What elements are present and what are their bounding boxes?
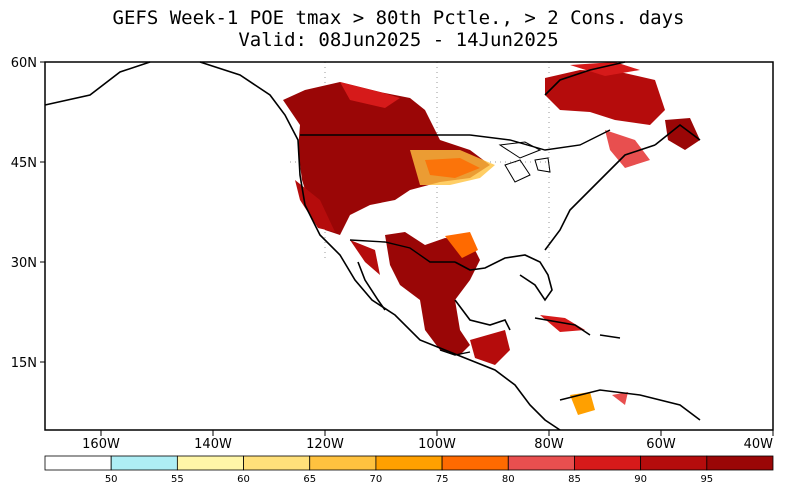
colorbar-swatch	[110, 455, 178, 471]
colorbar-swatch	[44, 455, 112, 471]
lon-label-40w: 40W	[744, 437, 774, 452]
lon-label-60w: 60W	[646, 437, 676, 452]
coastlines	[44, 61, 701, 431]
colorbar-swatch	[441, 455, 509, 471]
colorbar-swatch	[706, 455, 774, 471]
map-title-line2: Valid: 08Jun2025 - 14Jun2025	[238, 29, 559, 51]
colorbar-swatch	[176, 455, 244, 471]
colorbar-label: 50	[105, 474, 118, 485]
colorbar-swatch	[375, 455, 443, 471]
colorbar: 50 55 60 65 70 75 80 85 90 95	[44, 455, 774, 485]
colorbar-swatch	[507, 455, 575, 471]
colorbar-swatch	[243, 455, 311, 471]
colorbar-label: 60	[237, 474, 250, 485]
great-lakes	[498, 141, 551, 183]
colorbar-label: 80	[502, 474, 515, 485]
lon-label-140w: 140W	[194, 437, 232, 452]
colorbar-label: 85	[568, 474, 581, 485]
colorbar-label: 65	[303, 474, 316, 485]
colorbar-label: 75	[436, 474, 449, 485]
lon-label-100w: 100W	[418, 437, 456, 452]
colorbar-label: 55	[171, 474, 184, 485]
country-borders	[300, 129, 611, 356]
colorbar-swatch	[640, 455, 708, 471]
colorbar-label: 95	[700, 474, 713, 485]
map-ticks	[40, 61, 774, 436]
heat-region-west	[283, 82, 495, 235]
colorbar-swatch	[309, 455, 377, 471]
map-title-line1: GEFS Week-1 POE tmax > 80th Pctle., > 2 …	[112, 7, 685, 29]
lon-labels: 160W 140W 120W 100W 80W 60W 40W	[82, 437, 773, 452]
lat-label-30n: 30N	[11, 256, 37, 271]
colorbar-swatch	[574, 455, 642, 471]
colorbar-label: 90	[634, 474, 647, 485]
lon-label-120w: 120W	[306, 437, 344, 452]
heat-region-east-canada	[545, 62, 700, 168]
lat-labels: 60N 45N 30N 15N	[11, 56, 37, 371]
lon-label-160w: 160W	[82, 437, 120, 452]
lat-label-60n: 60N	[11, 56, 37, 71]
lat-label-15n: 15N	[11, 356, 37, 371]
lat-label-45n: 45N	[11, 156, 37, 171]
map-frame	[44, 61, 774, 431]
lon-label-80w: 80W	[534, 437, 564, 452]
colorbar-label: 70	[370, 474, 383, 485]
